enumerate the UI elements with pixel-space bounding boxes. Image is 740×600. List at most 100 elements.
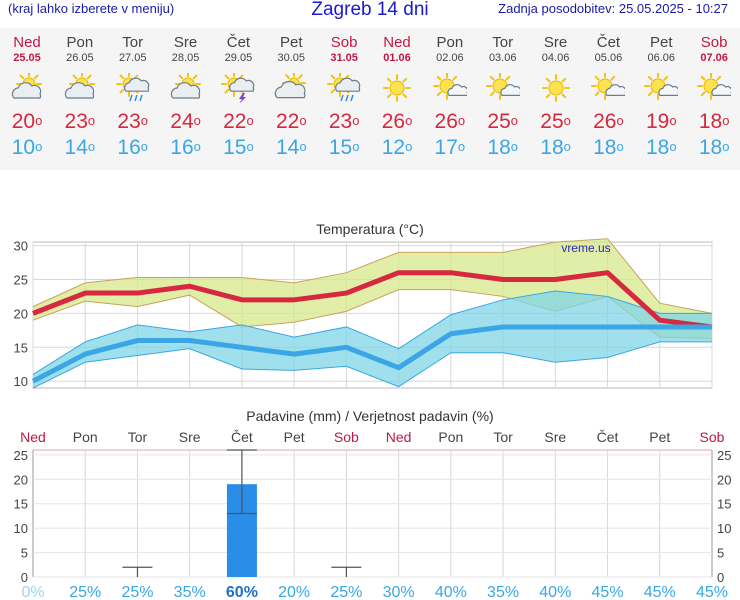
min-range-band [33,291,712,388]
region-menu-hint: (kraj lahko izberete v meniju) [8,1,175,16]
y-tick-label: 30 [14,239,28,254]
max-temperature: 23o [64,110,96,133]
day-name: Pon [436,34,464,51]
day-date: 29.05 [224,52,253,64]
x-tick-label: Čet [597,429,619,445]
top-bar: (kraj lahko izberete v meniju) Zagreb 14… [0,0,740,20]
day-date: 02.06 [436,52,464,64]
day-date: 28.05 [171,52,200,64]
day-date: 06.06 [647,52,676,64]
max-temperature: 23o [117,110,148,133]
max-temperature: 19o [645,110,677,133]
x-tick-label: Pon [73,429,98,445]
y-tick-label: 20 [14,306,28,321]
day-name: Ned [13,34,41,51]
day-name: Sob [700,34,728,51]
sun-icon [383,74,411,102]
day-date: 07.06 [700,52,728,64]
min-range-band-upper [32,290,712,375]
min-range-band-lower [32,341,712,389]
min-temperature: 18o [698,136,730,159]
chart-title: Padavine (mm) / Verjetnost padavin (%) [246,408,493,424]
day-date: 05.06 [594,52,623,64]
y-tick-label: 20 [14,472,28,487]
min-temperature: 14o [64,136,96,159]
y-tick-label: 0 [21,570,28,585]
sun-small-cloud-icon [485,73,520,100]
day-name: Čet [226,34,251,51]
day-date: 03.06 [488,52,517,64]
min-temperature: 10o [11,136,43,159]
max-range-band-upper [32,238,713,314]
x-tick-label: Tor [493,429,513,445]
probability-label: 45% [592,584,624,600]
day-date: 31.05 [330,52,358,64]
day-name: Sre [543,34,568,51]
day-date: 26.05 [66,52,94,64]
x-tick-label: Sob [700,429,725,445]
probability-label: 60% [226,584,258,600]
probability-label: 25% [121,584,153,600]
x-tick-label: Čet [231,429,253,445]
daily-forecast-strip: Ned 25.05 20o 10o Pon 26.05 23o 14o Tor 27.05 23o 1… [0,28,740,170]
sun-icon [541,74,570,102]
min-temperature-line [31,324,712,384]
probability-label: 45% [644,584,676,600]
thunderstorm-icon [221,73,255,103]
min-temperature: 18o [593,136,624,159]
day-name: Sob [330,34,358,51]
max-temperature: 22o [223,110,254,133]
max-temperature: 24o [170,110,201,133]
day-column: Sob 07.06 18o 18o [687,34,740,161]
sun-small-cloud-icon [591,73,626,100]
day-date: 27.05 [118,52,147,64]
day-column: Tor 03.06 25o 18o [476,34,530,161]
x-tick-label: Sob [334,429,359,445]
max-temperature: 18o [698,110,730,133]
probability-label: 35% [174,584,206,600]
y-tick-label: 25 [14,448,28,463]
day-column: Sre 04.06 25o 18o [529,34,583,161]
x-tick-label: Pet [649,429,670,445]
x-tick-label: Tor [128,429,148,445]
x-tick-label: Sre [179,429,201,445]
x-tick-label: Ned [386,429,412,445]
min-temperature: 18o [540,136,571,159]
max-temperature: 20o [11,110,43,133]
day-column: Ned 01.06 26o 12o [370,34,424,161]
day-date: 01.06 [383,52,411,64]
page-title: Zagreb 14 dni [311,0,429,20]
sun-cloud-icon [170,73,201,99]
max-temperature: 26o [593,110,624,133]
y-tick-label: 5 [21,546,28,561]
last-updated: Zadnja posodobitev: 25.05.2025 - 10:27 [498,1,728,16]
sun-cloud-rain-icon [115,73,149,102]
probability-label: 40% [539,584,571,600]
sun-cloud-icon [11,73,42,99]
chart-title: Temperatura (°C) [316,221,424,237]
probability-label: 25% [69,584,101,600]
day-column: Čet 05.06 26o 18o [581,34,635,161]
day-name: Sre [173,34,198,51]
day-date: 25.05 [13,52,41,64]
y-tick-label-right: 10 [717,521,731,536]
max-temperature: 23o [328,110,360,133]
max-temperature: 22o [275,110,307,133]
x-tick-label: Pon [438,429,463,445]
y-tick-label-right: 20 [717,472,731,487]
day-column: Čet 29.05 22o 15o [211,34,265,161]
day-column: Tor 27.05 23o 16o [106,34,160,161]
min-temperature: 12o [381,136,413,159]
probability-label: 20% [278,584,310,600]
watermark: vreme.us [561,241,610,255]
min-temperature: 17o [434,136,466,159]
max-temperature: 25o [540,110,571,133]
y-tick-label: 15 [14,497,28,512]
min-temperature: 15o [328,136,360,159]
probability-label: 0% [21,584,44,600]
precipitation-chart: Padavine (mm) / Verjetnost padavin (%) Ne… [14,408,732,600]
probability-label: 25% [330,584,362,600]
day-name: Ned [383,34,411,51]
min-temperature: 18o [487,136,518,159]
day-column: Pon 26.05 23o 14o [53,34,107,161]
